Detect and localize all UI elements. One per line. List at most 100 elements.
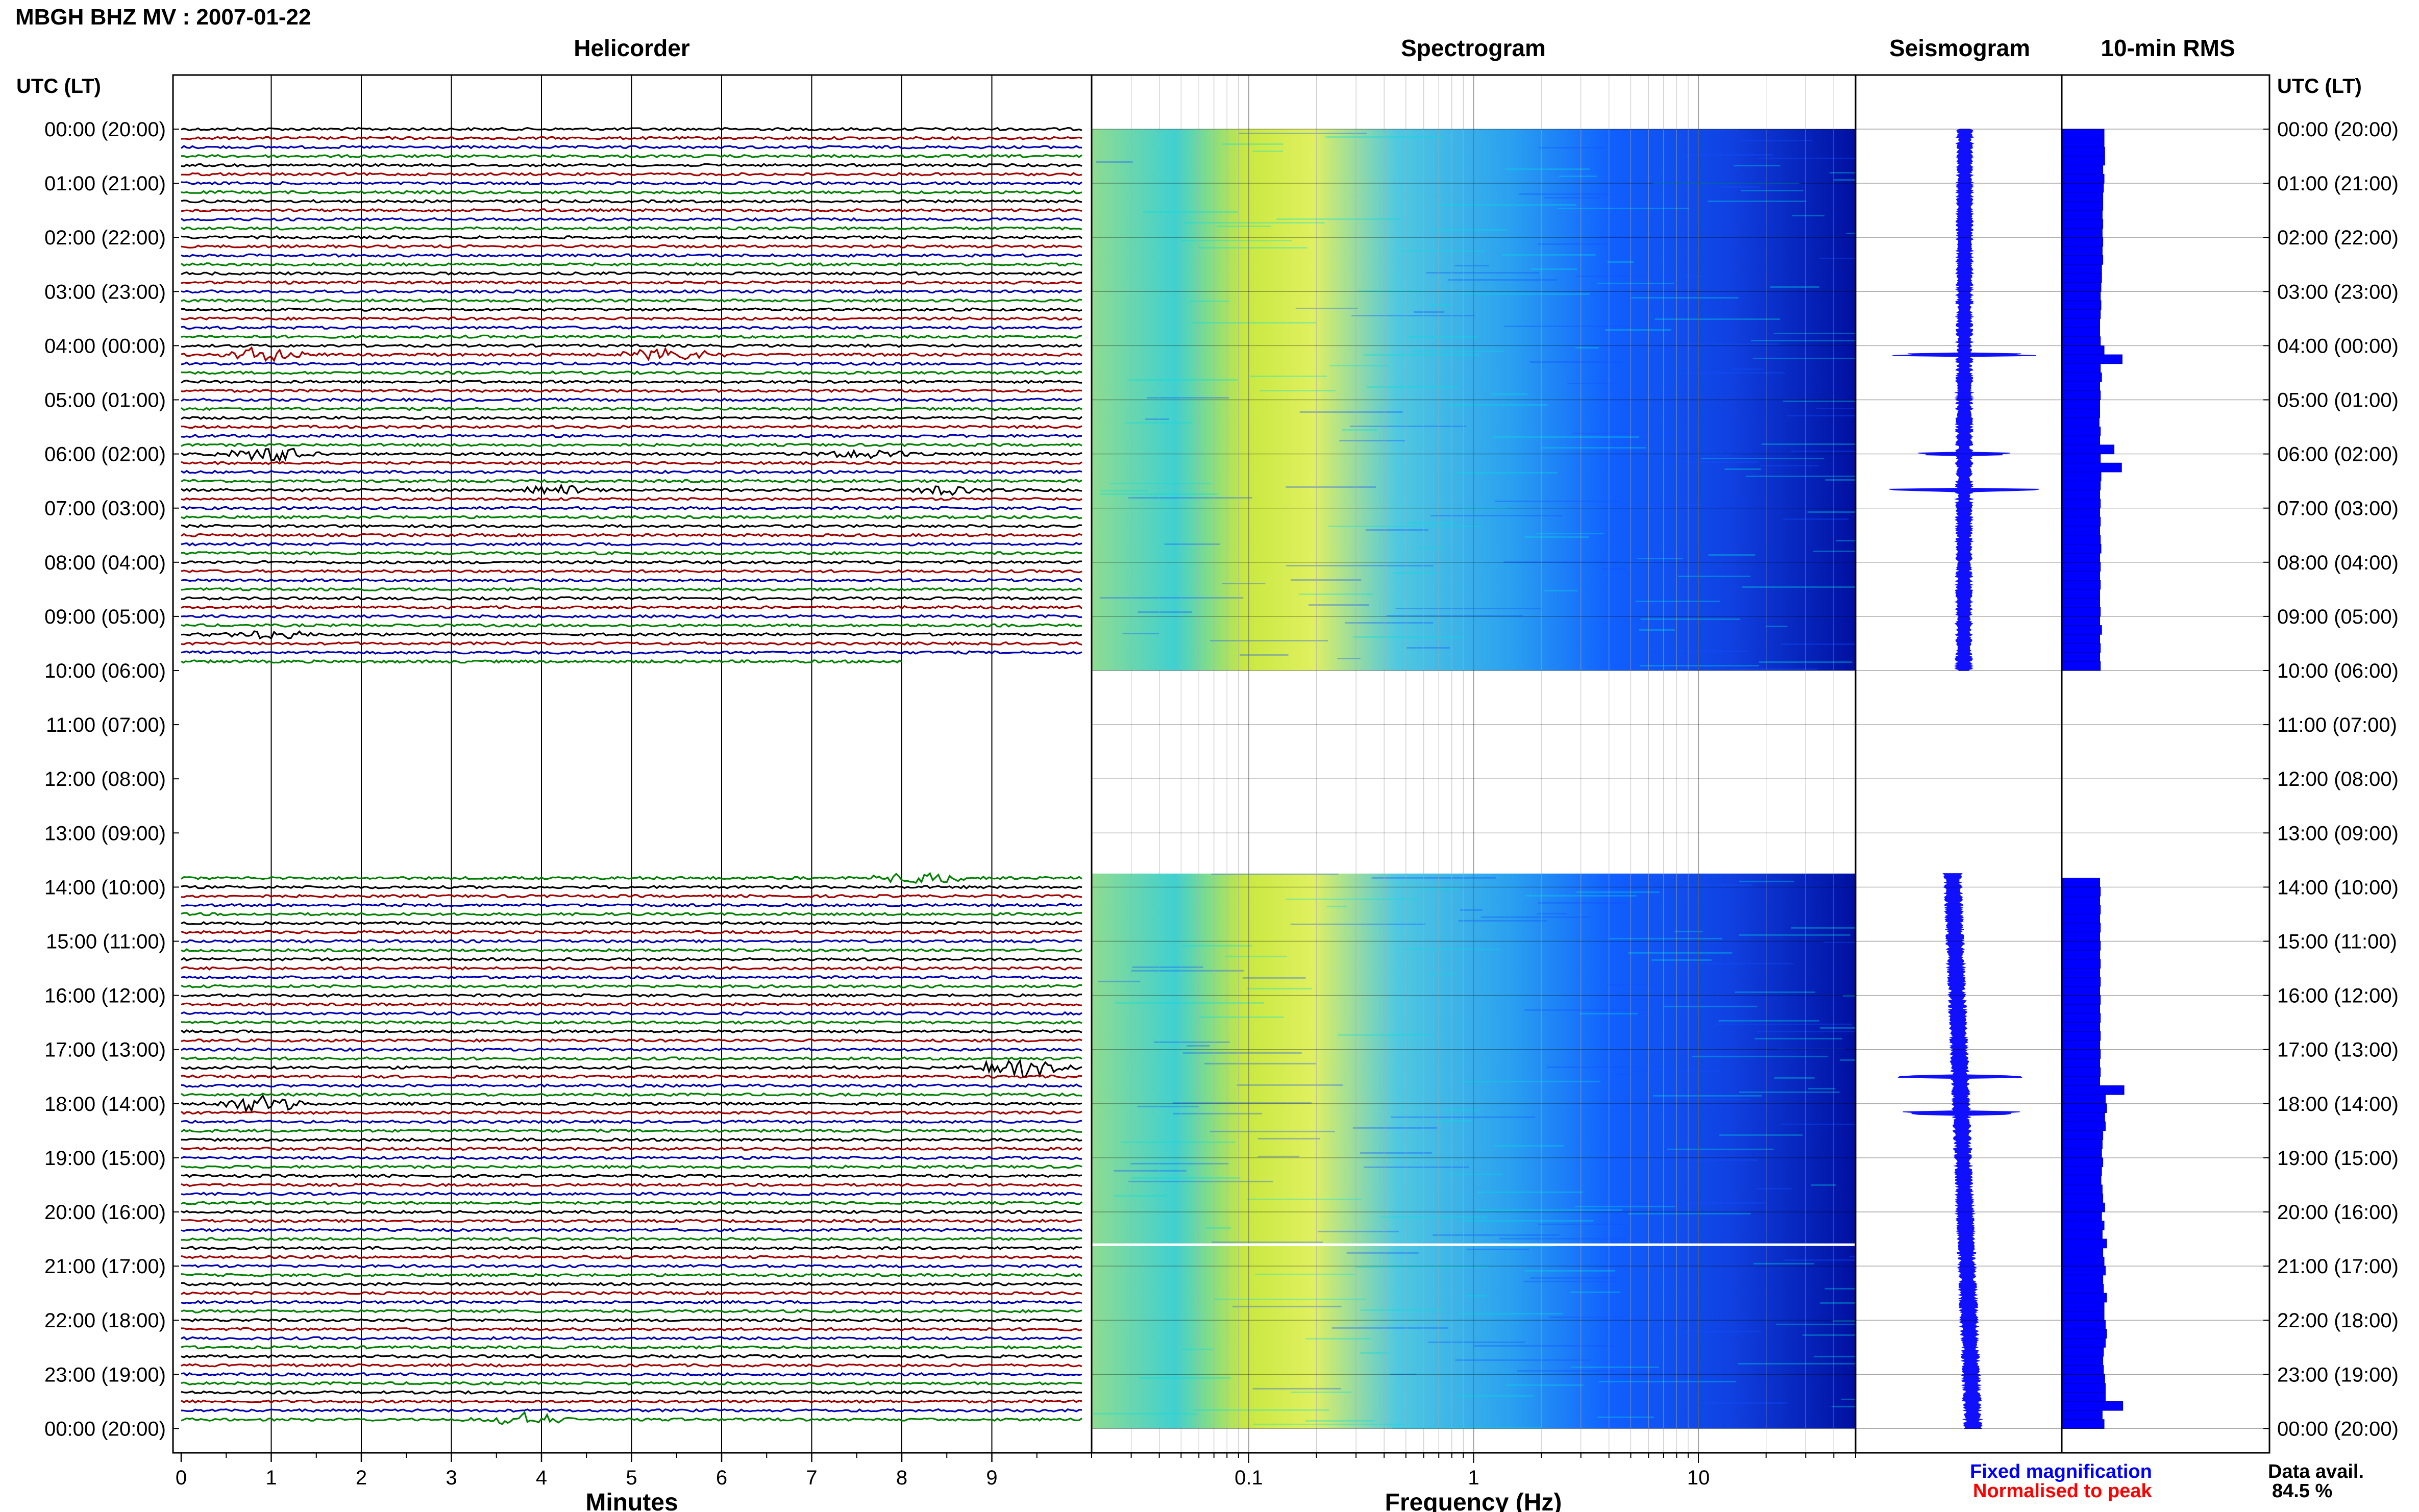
spectrogram-texture xyxy=(1708,554,1756,556)
spectrogram-texture xyxy=(1466,1248,1529,1250)
spectrogram-texture xyxy=(1338,1034,1432,1036)
spectrogram-texture xyxy=(1337,658,1361,659)
spectrogram-texture xyxy=(1183,1052,1302,1054)
rms-bar xyxy=(2061,1175,2102,1185)
left-time-tick-label: 00:00 (20:00) xyxy=(44,118,166,141)
helicorder-trace xyxy=(181,1119,1082,1124)
left-time-tick-label: 21:00 (17:00) xyxy=(44,1255,166,1278)
spectrogram-texture xyxy=(1746,476,1856,477)
helicorder-trace xyxy=(181,1372,1082,1377)
rms-bar xyxy=(2061,986,2100,996)
rms-bar xyxy=(2061,219,2104,229)
rms-bar xyxy=(2061,237,2104,247)
right-time-tick-label: 00:00 (20:00) xyxy=(2277,118,2399,141)
rms-bar xyxy=(2061,1013,2101,1023)
spectrogram-texture xyxy=(1719,1134,1803,1136)
rms-bar xyxy=(2061,264,2102,274)
rms-bar xyxy=(2061,210,2103,220)
helicorder-trace xyxy=(181,448,1082,463)
helicorder-trace xyxy=(181,948,1082,953)
spectrogram-texture xyxy=(1421,887,1459,889)
helicorder-trace xyxy=(181,1155,1082,1160)
helicorder-trace xyxy=(181,921,1082,926)
helicorder-trace xyxy=(181,966,1082,971)
spectrogram-texture xyxy=(1750,340,1856,341)
helicorder-trace xyxy=(181,190,1082,195)
spectrogram-texture xyxy=(1181,1348,1214,1350)
spectrogram-texture xyxy=(1776,1323,1856,1325)
spectrogram-texture xyxy=(1364,354,1479,356)
spectrogram-texture xyxy=(1731,368,1764,370)
spectrogram-texture xyxy=(1189,301,1230,302)
spectrogram-texture xyxy=(1098,980,1141,982)
right-time-tick-label: 04:00 (00:00) xyxy=(2277,335,2399,357)
spectrogram-texture xyxy=(1637,558,1683,559)
rms-bar xyxy=(2061,913,2100,924)
left-time-tick-label: 20:00 (16:00) xyxy=(44,1201,166,1224)
spectrogram-texture xyxy=(1755,1037,1842,1039)
helicorder-trace xyxy=(181,497,1082,502)
rms-bar xyxy=(2061,1221,2105,1230)
spectrogram-texture xyxy=(1781,643,1856,645)
helicorder-trace xyxy=(181,217,1082,222)
rms-bar xyxy=(2061,1031,2101,1041)
helicorder-trace xyxy=(181,244,1082,249)
spectrogram-texture xyxy=(1458,1312,1563,1315)
right-time-tick-label: 23:00 (19:00) xyxy=(2277,1364,2399,1386)
spectrogram-texture xyxy=(1832,1405,1856,1407)
spectrogram-texture xyxy=(1701,458,1824,459)
spectrogram-texture xyxy=(1757,1030,1856,1032)
spectrogram-texture xyxy=(1758,158,1856,159)
rms-bar xyxy=(2061,923,2101,933)
helicorder-trace xyxy=(181,1263,1082,1269)
helicorder-trace xyxy=(181,1408,1082,1413)
spectrogram-texture xyxy=(1217,226,1271,227)
spectrogram-texture xyxy=(1610,129,1739,131)
spectrogram-texture xyxy=(1353,636,1464,638)
helicorder-trace xyxy=(181,316,1082,321)
spectrogram-texture xyxy=(1773,333,1856,334)
spectrogram-texture xyxy=(1505,1384,1584,1386)
rms-bar xyxy=(2061,1139,2103,1149)
spectrogram-panel xyxy=(1091,75,1856,1453)
x-axes: 0 1 2 3 4 5 6 7 8 9 0.1 1 10 xyxy=(176,1453,1856,1489)
spectrogram-texture xyxy=(1708,201,1806,202)
spectrogram-texture xyxy=(1345,622,1434,624)
rms-bar xyxy=(2061,543,2102,554)
left-time-tick-label: 18:00 (14:00) xyxy=(44,1093,166,1116)
rms-bar xyxy=(2061,932,2100,941)
spectrogram-texture xyxy=(1290,1391,1352,1393)
spectrogram-texture xyxy=(1308,604,1369,606)
right-time-tick-label: 19:00 (15:00) xyxy=(2277,1147,2399,1170)
spectrogram-texture xyxy=(1538,243,1608,245)
left-time-tick-label: 06:00 (02:00) xyxy=(44,443,166,466)
spectrogram-texture xyxy=(1239,133,1367,134)
rms-bar xyxy=(2061,580,2101,590)
spectrogram-texture xyxy=(1846,233,1856,234)
rms-title: 10-min RMS xyxy=(2101,35,2235,61)
spectrogram-texture xyxy=(1121,1141,1236,1143)
spectrogram-texture xyxy=(1575,347,1599,349)
spectrogram-texture xyxy=(1625,1098,1750,1100)
rms-bar xyxy=(2061,553,2100,563)
rms-bar xyxy=(2061,941,2101,951)
spectrogram-texture xyxy=(1128,1180,1273,1182)
helicorder-trace xyxy=(181,154,1082,159)
helicorder-trace xyxy=(181,1236,1082,1242)
rms-bar xyxy=(2061,968,2100,978)
helicorder-x-tick-label: 0 xyxy=(176,1467,187,1489)
rms-bar xyxy=(2061,1320,2106,1330)
helicorder-trace xyxy=(181,1363,1082,1368)
rms-bar xyxy=(2061,1130,2104,1141)
spectrogram-texture xyxy=(1172,1102,1312,1104)
spectrogram-texture xyxy=(1542,447,1646,449)
rms-bar xyxy=(2061,1040,2100,1050)
spectrogram-texture xyxy=(1143,211,1238,213)
spectrogram-texture xyxy=(1194,1409,1329,1411)
data-avail-value: 84.5 % xyxy=(2272,1480,2332,1502)
helicorder-trace xyxy=(181,280,1082,285)
helicorder-trace xyxy=(181,1182,1082,1187)
spectrogram-texture xyxy=(1291,579,1362,581)
rms-bar xyxy=(2061,1229,2103,1240)
normalised-to-peak-label: Normalised to peak xyxy=(1973,1480,2152,1502)
